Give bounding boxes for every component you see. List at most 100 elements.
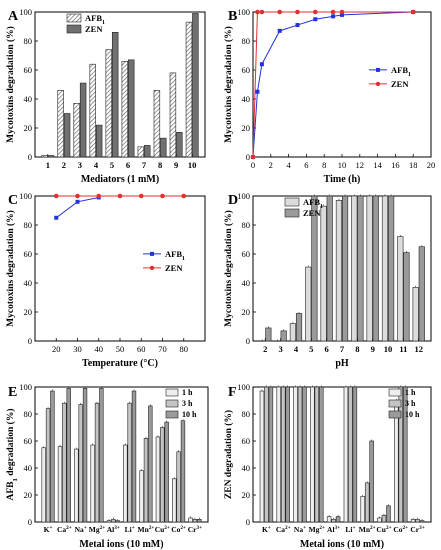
x-tick-label: Mn2+ (138, 525, 155, 534)
bar-3h-6 (364, 482, 370, 523)
bar-10h-4 (115, 520, 120, 523)
y-tick-label: 100 (19, 7, 32, 17)
bar-ZEN-10 (418, 246, 425, 342)
panel-E: E 0 20 40 60 80 100 K+ Ca2+ Na+ Mg2+ Al3+ Li+ Mn2+ Cu2… (5, 382, 209, 550)
point-AFB (54, 215, 59, 220)
panel-label: B (228, 9, 237, 24)
x-tick-label: Co2+ (171, 525, 186, 534)
y-tick-label: 80 (24, 409, 33, 419)
bar-AFB-4 (320, 205, 327, 342)
bar-ZEN-8 (176, 132, 183, 158)
y-tick-label: 60 (24, 436, 33, 446)
x-tick-label: Ca2+ (276, 525, 291, 534)
point-ZEN (117, 193, 123, 199)
y-tick-label: 0 (28, 517, 32, 527)
bar-10h-0 (268, 386, 274, 523)
x-tick-label: 16 (391, 160, 400, 170)
panel-label: A (8, 9, 19, 24)
bar-3h-7 (160, 427, 165, 523)
bar-3h-1 (62, 402, 67, 523)
bar-10h-2 (302, 386, 307, 523)
bar-AFB-5 (121, 60, 129, 158)
bar-ZEN-9 (403, 252, 410, 342)
legend-label: AFB1 (165, 249, 185, 262)
bar-ZEN-6 (357, 195, 364, 342)
x-tick-label: 18 (409, 160, 418, 170)
legend-swatch (388, 410, 402, 419)
bar-10h-9 (419, 520, 425, 523)
legend-swatch (165, 399, 179, 408)
bar-1h-9 (410, 518, 416, 523)
bar-10h-4 (335, 516, 341, 523)
point-AFB (340, 12, 344, 17)
x-tick-label: Co2+ (393, 525, 408, 534)
legend-label: AFB1 (85, 13, 105, 26)
x-tick-label: 5 (110, 160, 114, 170)
x-tick-label: 6 (325, 344, 329, 354)
x-tick-label: 7 (142, 160, 147, 170)
bar-1h-4 (106, 520, 112, 523)
y-axis-label: AFB1 degradation (%) (5, 409, 19, 501)
bar-AFB-6 (137, 146, 145, 158)
y-tick-label: 60 (24, 249, 33, 259)
point-ZEN (250, 154, 256, 160)
bar-1h-9 (188, 517, 193, 523)
bar-ZEN-9 (192, 13, 199, 158)
bar-AFB-10 (412, 287, 419, 342)
bar-AFB-6 (351, 195, 358, 342)
bar-10h-2 (82, 388, 88, 523)
y-tick-label: 80 (242, 36, 251, 46)
x-tick-label: Cr3+ (410, 525, 424, 534)
y-tick-label: 40 (242, 278, 251, 288)
x-tick-label: 50 (116, 344, 125, 354)
x-axis-label: pH (335, 358, 349, 369)
x-tick-label: 6 (304, 160, 308, 170)
y-tick-label: 60 (242, 436, 251, 446)
y-tick-label: 20 (242, 490, 251, 500)
point-AFB (313, 17, 318, 22)
y-tick-label: 40 (24, 94, 33, 104)
bar-ZEN-1 (63, 113, 71, 158)
plot-frame (34, 11, 206, 158)
bar-1h-3 (310, 386, 315, 523)
bar-ZEN-8 (388, 195, 395, 342)
y-tick-label: 20 (24, 490, 33, 500)
bar-ZEN-2 (295, 313, 303, 342)
panel-label: F (228, 385, 237, 400)
bar-1h-0 (41, 447, 46, 523)
bar-ZEN-5 (341, 195, 349, 342)
x-tick-label: Mg2+ (309, 525, 325, 534)
bar-10h-6 (369, 440, 374, 523)
bar-AFB-2 (289, 323, 296, 342)
y-tick-label: 60 (242, 65, 251, 75)
panel-label: D (228, 193, 238, 208)
x-tick-label: Cu2+ (376, 525, 391, 534)
y-tick-label: 40 (24, 278, 33, 288)
bar-ZEN-4 (326, 195, 333, 342)
bar-1h-4 (326, 516, 332, 523)
x-tick-label: 5 (309, 344, 313, 354)
bar-10h-0 (50, 390, 55, 523)
y-tick-label: 80 (24, 36, 33, 46)
panel-A: A 0 20 40 60 80 100 1 2 3 4 5 6 7 8 9 10 Mediators (1 mM)… (5, 7, 206, 185)
legend-marker (375, 81, 381, 87)
legend-swatch (284, 208, 300, 218)
bar-10h-1 (285, 386, 290, 523)
bar-1h-1 (276, 386, 281, 523)
x-tick-label: Na+ (294, 525, 306, 534)
y-tick-label: 0 (246, 336, 250, 346)
x-tick-label: 3 (278, 344, 282, 354)
bar-10h-9 (197, 518, 202, 523)
y-tick-label: 100 (237, 382, 250, 392)
bar-1h-8 (394, 400, 399, 523)
x-tick-label: Mg2+ (89, 525, 105, 534)
legend-marker (149, 265, 155, 271)
bar-AFB-2 (73, 103, 80, 158)
point-ZEN (259, 9, 265, 15)
x-tick-label: 11 (399, 344, 407, 354)
legend-label: 3 h (405, 399, 416, 408)
y-axis-label: ZEN degradation (%) (223, 410, 234, 499)
y-tick-label: 20 (24, 123, 33, 133)
y-tick-label: 20 (24, 307, 33, 317)
